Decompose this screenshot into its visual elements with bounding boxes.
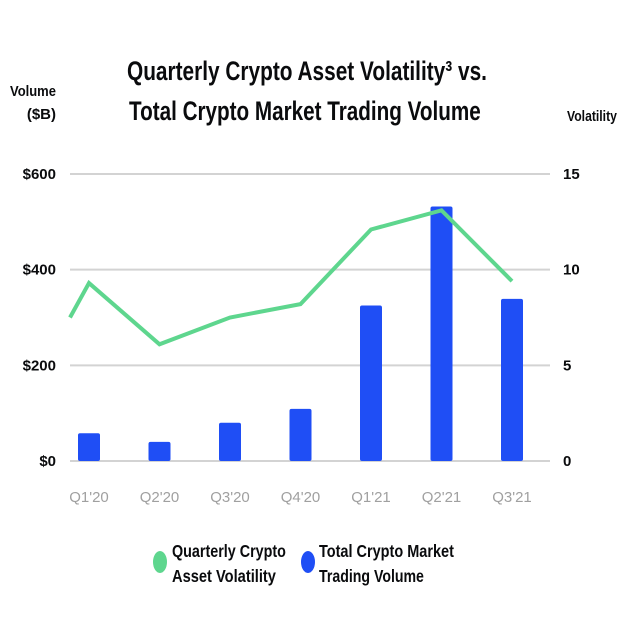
left-tick-label: $600 <box>23 166 56 183</box>
right-tick-label: 0 <box>563 453 571 470</box>
left-tick-label: $200 <box>23 357 56 374</box>
legend-label-volatility-line-2: Asset Volatility <box>172 567 277 587</box>
right-tick-label: 10 <box>563 262 580 279</box>
x-tick-label: Q4'20 <box>281 489 321 506</box>
chart-title-line-1: Quarterly Crypto Asset Volatility³ vs. <box>127 56 487 86</box>
left-axis-label-line-1: Volume <box>10 82 56 99</box>
legend-swatch-volume <box>301 551 315 573</box>
x-tick-label: Q1'21 <box>351 489 391 506</box>
x-tick-label: Q2'20 <box>140 489 180 506</box>
bar <box>149 442 171 461</box>
legend: Quarterly Crypto Asset Volatility Total … <box>153 542 454 587</box>
left-tick-label: $0 <box>39 453 56 470</box>
legend-label-volume-line-1: Total Crypto Market <box>319 542 454 562</box>
legend-label-volume-line-2: Trading Volume <box>319 566 424 586</box>
left-axis-label-line-2: ($B) <box>27 106 56 123</box>
right-tick-label: 5 <box>563 357 571 374</box>
chart-title-line-2: Total Crypto Market Trading Volume <box>129 96 481 126</box>
x-tick-label: Q3'20 <box>210 489 250 506</box>
bar <box>431 207 453 461</box>
bar <box>219 423 241 461</box>
x-tick-label: Q2'21 <box>422 489 462 506</box>
legend-swatch-volatility <box>153 551 167 573</box>
bar <box>290 409 312 461</box>
x-tick-label: Q1'20 <box>69 489 109 506</box>
bar <box>360 306 382 461</box>
bar <box>78 433 100 461</box>
x-tick-label: Q3'21 <box>492 489 532 506</box>
right-axis-label: Volatility <box>567 108 617 124</box>
legend-label-volatility-line-1: Quarterly Crypto <box>172 542 286 562</box>
left-tick-label: $400 <box>23 262 56 279</box>
bar <box>501 299 523 461</box>
right-tick-label: 15 <box>563 166 580 183</box>
